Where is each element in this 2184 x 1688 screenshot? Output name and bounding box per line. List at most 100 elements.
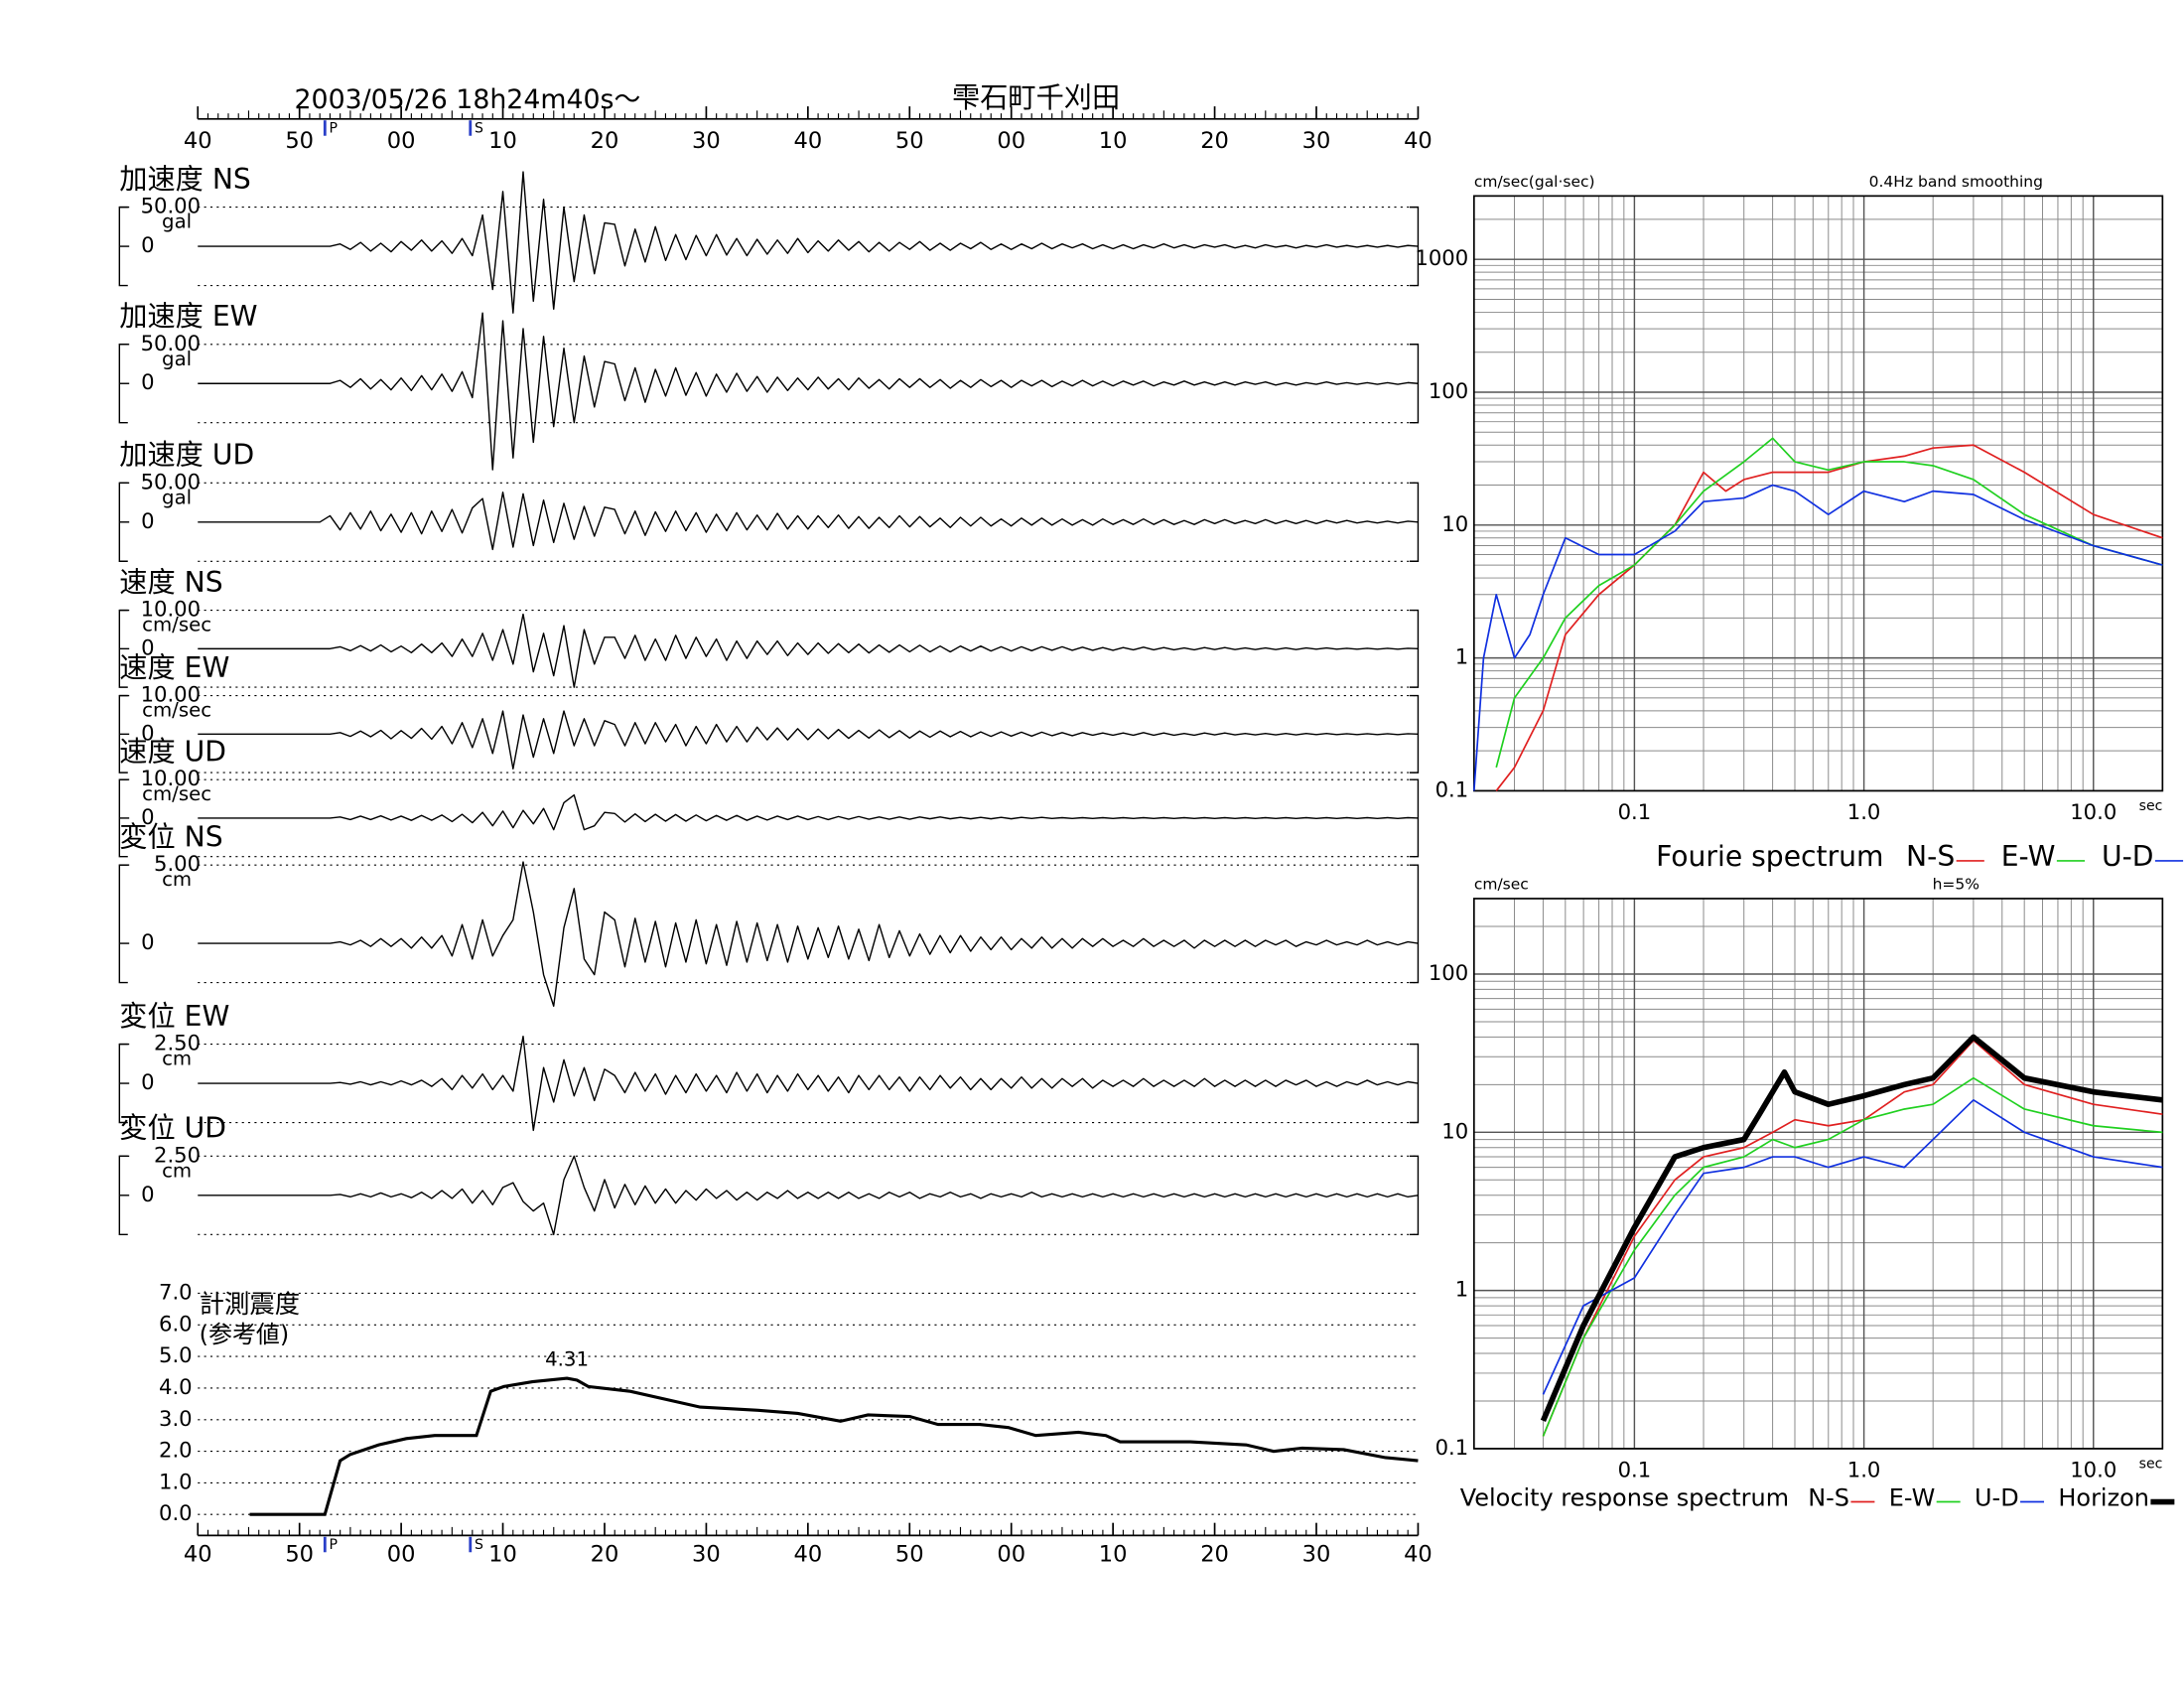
y-tick-label: 6.0 xyxy=(159,1311,193,1336)
y-tick-label: 1000 xyxy=(1415,245,1468,270)
y-axis-label: cm/sec(gal·sec) xyxy=(1474,173,1595,191)
x-tick-label: 40 xyxy=(1404,128,1433,154)
y-tick-label: 100 xyxy=(1429,960,1468,985)
legend-title: Fourie spectrum xyxy=(1656,840,1883,873)
x-tick-label: 00 xyxy=(997,128,1025,154)
spectrum-line xyxy=(1540,1034,2163,1423)
unit-label: gal xyxy=(162,211,192,233)
x-tick-label: 30 xyxy=(1302,1542,1331,1568)
chart-subtitle: h=5% xyxy=(1933,875,1979,893)
unit-label: cm/sec xyxy=(142,614,211,636)
legend-title: Velocity response spectrum xyxy=(1460,1484,1789,1512)
x-tick-label: 50 xyxy=(895,128,924,154)
x-tick-label: 1.0 xyxy=(1847,1458,1881,1482)
x-tick-label: 30 xyxy=(1302,128,1331,154)
x-tick-label: 40 xyxy=(184,128,212,154)
y-tick-label: 10.00 xyxy=(141,766,201,790)
trace-name: 速度 UD xyxy=(119,735,226,768)
y-tick-label: 2.50 xyxy=(154,1031,201,1055)
x-tick-label: 40 xyxy=(793,1542,822,1568)
x-axis-unit: sec xyxy=(2139,1456,2163,1472)
trace-name: 速度 NS xyxy=(119,566,222,599)
phase-label: S xyxy=(475,1537,483,1553)
x-tick-label: 40 xyxy=(793,128,822,154)
y-tick-label: 2.0 xyxy=(159,1438,193,1463)
waveform xyxy=(198,171,1419,314)
x-tick-label: 10 xyxy=(488,128,517,154)
x-tick-label: 0.1 xyxy=(1618,1458,1652,1482)
waveform xyxy=(198,613,1419,688)
intensity-title: 計測震度 xyxy=(200,1289,300,1319)
trace-name: 速度 EW xyxy=(119,651,229,684)
y-tick-label: 1 xyxy=(1455,1277,1468,1302)
spectrum-line xyxy=(1542,1076,2163,1437)
phase-label: P xyxy=(330,121,339,137)
waveform xyxy=(198,710,1419,771)
unit-label: cm/sec xyxy=(142,782,211,805)
y-tick-label: 50.00 xyxy=(141,469,201,493)
x-tick-label: 50 xyxy=(895,1542,924,1568)
x-tick-label: 20 xyxy=(1200,128,1229,154)
y-tick-label: 0.1 xyxy=(1435,1435,1469,1460)
legend-label: E-W xyxy=(1889,1484,1936,1512)
y-tick-label: 50.00 xyxy=(141,331,201,355)
y-tick-label: 10.00 xyxy=(141,682,201,707)
x-tick-label: 00 xyxy=(387,1542,416,1568)
trace-name: 加速度 EW xyxy=(119,300,257,333)
intensity-subtitle: (参考値) xyxy=(200,1321,290,1348)
spectrum-line xyxy=(1472,484,2163,791)
legend-label: E-W xyxy=(2001,840,2056,873)
y-tick-label: 0 xyxy=(141,1069,154,1094)
y-tick-label: 0 xyxy=(141,508,154,533)
y-tick-label: 1 xyxy=(1455,644,1468,669)
legend-label: N-S xyxy=(1906,840,1955,873)
peak-label: 4.31 xyxy=(545,1347,589,1370)
waveform xyxy=(198,1155,1419,1235)
x-tick-label: 0.1 xyxy=(1618,799,1652,824)
plot-frame xyxy=(1472,195,2164,792)
y-tick-label: 0.1 xyxy=(1435,776,1469,801)
y-tick-label: 0 xyxy=(141,634,154,659)
y-tick-label: 0 xyxy=(141,929,154,954)
y-tick-label: 2.50 xyxy=(154,1142,201,1167)
unit-label: gal xyxy=(162,348,192,370)
phase-label: P xyxy=(330,1537,339,1553)
y-tick-label: 10.00 xyxy=(141,597,201,622)
legend-label: U-D xyxy=(2102,840,2154,873)
plot-frame xyxy=(1472,898,2164,1450)
y-tick-label: 4.0 xyxy=(159,1374,193,1399)
unit-label: cm xyxy=(162,1048,192,1070)
y-tick-label: 1.0 xyxy=(159,1469,193,1493)
x-tick-label: 40 xyxy=(1404,1542,1433,1568)
y-tick-label: 0 xyxy=(141,720,154,745)
legend-label: U-D xyxy=(1975,1484,2019,1512)
unit-label: cm xyxy=(162,1159,192,1182)
x-tick-label: 1.0 xyxy=(1847,799,1881,824)
waveform xyxy=(198,861,1419,1007)
y-tick-label: 5.00 xyxy=(154,851,201,876)
y-tick-label: 10 xyxy=(1441,1118,1468,1143)
trace-name: 変位 NS xyxy=(119,820,222,853)
x-tick-label: 20 xyxy=(591,128,619,154)
phase-label: S xyxy=(475,121,483,137)
y-tick-label: 5.0 xyxy=(159,1342,193,1367)
x-tick-label: 20 xyxy=(1200,1542,1229,1568)
trace-name: 加速度 UD xyxy=(119,439,254,472)
waveform xyxy=(198,492,1419,551)
legend-label: N-S xyxy=(1808,1484,1849,1512)
y-tick-label: 0 xyxy=(141,804,154,829)
y-tick-label: 10 xyxy=(1441,511,1468,536)
station-name: 雫石町千刈田 xyxy=(952,81,1120,114)
unit-label: gal xyxy=(162,486,192,508)
waveform xyxy=(198,312,1419,471)
record-title: 2003/05/26 18h24m40s〜 xyxy=(295,84,641,115)
y-tick-label: 0 xyxy=(141,232,154,257)
waveform xyxy=(198,1035,1419,1132)
x-tick-label: 30 xyxy=(692,128,721,154)
spectrum-line xyxy=(1542,1040,2163,1437)
x-tick-label: 00 xyxy=(387,128,416,154)
x-tick-label: 30 xyxy=(692,1542,721,1568)
